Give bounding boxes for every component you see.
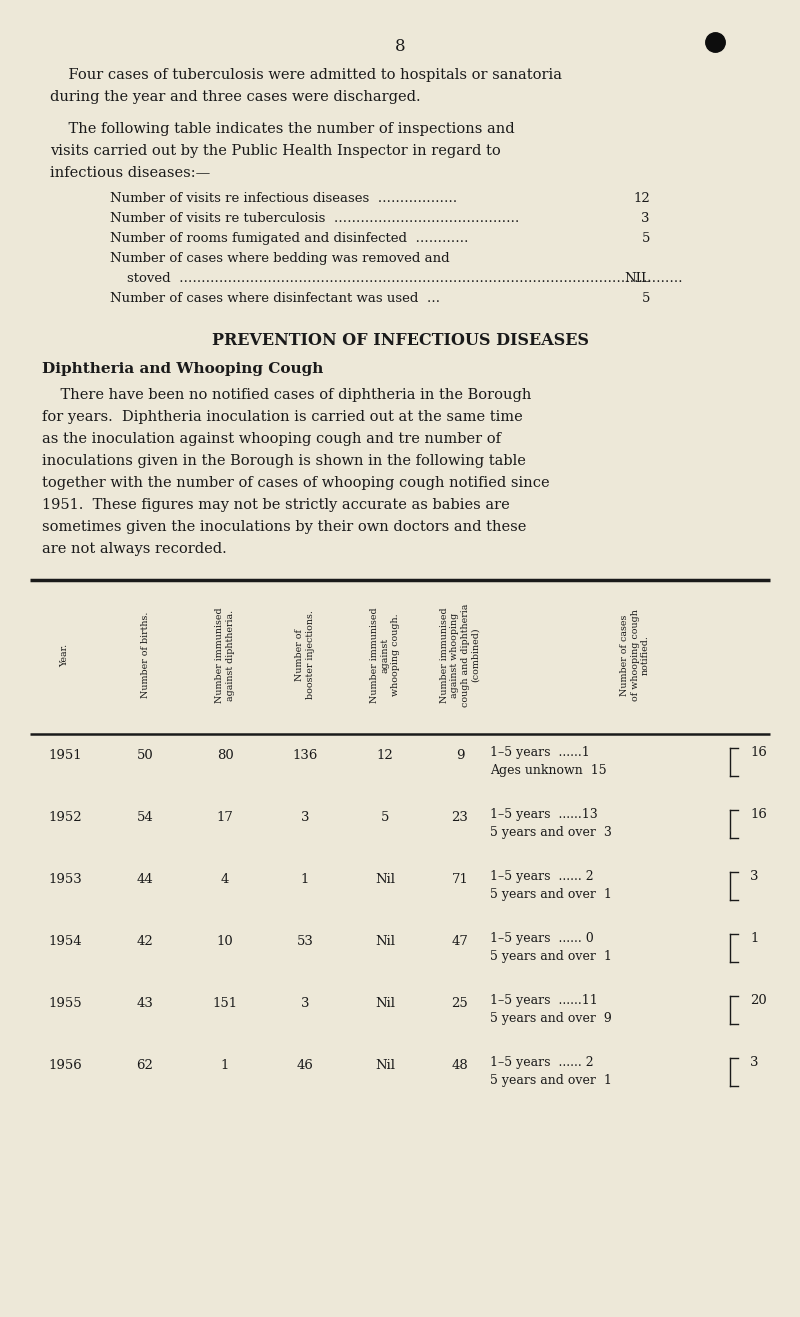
- Text: during the year and three cases were discharged.: during the year and three cases were dis…: [50, 90, 421, 104]
- Text: 5 years and over  1: 5 years and over 1: [490, 1073, 612, 1087]
- Text: 16: 16: [750, 807, 767, 820]
- Text: infectious diseases:—: infectious diseases:—: [50, 166, 210, 180]
- Text: 5 years and over  9: 5 years and over 9: [490, 1011, 612, 1025]
- Text: for years.  Diphtheria inoculation is carried out at the same time: for years. Diphtheria inoculation is car…: [42, 410, 522, 424]
- Text: 1956: 1956: [48, 1059, 82, 1072]
- Text: Year.: Year.: [61, 644, 70, 666]
- Text: as the inoculation against whooping cough and tre number of: as the inoculation against whooping coug…: [42, 432, 501, 446]
- Text: inoculations given in the Borough is shown in the following table: inoculations given in the Borough is sho…: [42, 454, 526, 468]
- Text: Four cases of tuberculosis were admitted to hospitals or sanatoria: Four cases of tuberculosis were admitted…: [50, 68, 562, 82]
- Text: 3: 3: [301, 811, 310, 824]
- Text: Nil: Nil: [375, 997, 395, 1010]
- Text: Number of visits re tuberculosis  ……………………………………: Number of visits re tuberculosis ……………………: [110, 212, 519, 225]
- Text: 62: 62: [137, 1059, 154, 1072]
- Text: Number immunised
against whooping
cough and diphtheria
(combined): Number immunised against whooping cough …: [440, 603, 480, 707]
- Text: 8: 8: [394, 38, 406, 55]
- Text: 42: 42: [137, 935, 154, 948]
- Text: 3: 3: [301, 997, 310, 1010]
- Text: 5 years and over  1: 5 years and over 1: [490, 950, 612, 963]
- Text: 1–5 years  ......13: 1–5 years ......13: [490, 809, 598, 820]
- Text: 10: 10: [217, 935, 234, 948]
- Text: NIL: NIL: [624, 273, 650, 284]
- Text: Number of cases where disinfectant was used  …: Number of cases where disinfectant was u…: [110, 292, 440, 306]
- Text: 5 years and over  3: 5 years and over 3: [490, 826, 612, 839]
- Text: 4: 4: [221, 873, 229, 886]
- Text: 5: 5: [381, 811, 389, 824]
- Text: 5 years and over  1: 5 years and over 1: [490, 888, 612, 901]
- Text: Number of rooms fumigated and disinfected  …………: Number of rooms fumigated and disinfecte…: [110, 232, 469, 245]
- Text: stoved  ……………………………………………………………………………………………………: stoved …………………………………………………………………………………………: [110, 273, 682, 284]
- Text: 16: 16: [750, 745, 767, 759]
- Text: Number of visits re infectious diseases  ………………: Number of visits re infectious diseases …: [110, 192, 458, 205]
- Text: 5: 5: [642, 232, 650, 245]
- Text: 1–5 years  ......11: 1–5 years ......11: [490, 994, 598, 1008]
- Text: 1–5 years  ......1: 1–5 years ......1: [490, 745, 590, 759]
- Text: 1955: 1955: [48, 997, 82, 1010]
- Text: Number of cases
of whooping cough
notified.: Number of cases of whooping cough notifi…: [620, 608, 650, 701]
- Text: Number immunised
against diphtheria.: Number immunised against diphtheria.: [215, 607, 234, 703]
- Text: 151: 151: [213, 997, 238, 1010]
- Text: 25: 25: [452, 997, 468, 1010]
- Text: Number immunised
against
whooping cough.: Number immunised against whooping cough.: [370, 607, 400, 703]
- Text: 1–5 years  ...... 2: 1–5 years ...... 2: [490, 1056, 594, 1069]
- Text: 71: 71: [451, 873, 469, 886]
- Text: 3: 3: [750, 869, 758, 882]
- Text: 46: 46: [297, 1059, 314, 1072]
- Text: Ages unknown  15: Ages unknown 15: [490, 764, 606, 777]
- Text: 12: 12: [634, 192, 650, 205]
- Text: Nil: Nil: [375, 935, 395, 948]
- Text: 1954: 1954: [48, 935, 82, 948]
- Text: 17: 17: [217, 811, 234, 824]
- Text: 1: 1: [221, 1059, 229, 1072]
- Text: 80: 80: [217, 749, 234, 763]
- Text: 9: 9: [456, 749, 464, 763]
- Text: 1951: 1951: [48, 749, 82, 763]
- Text: 12: 12: [377, 749, 394, 763]
- Text: 23: 23: [451, 811, 469, 824]
- Text: 54: 54: [137, 811, 154, 824]
- Text: The following table indicates the number of inspections and: The following table indicates the number…: [50, 122, 514, 136]
- Text: Number of
booster injections.: Number of booster injections.: [295, 611, 314, 699]
- Text: 1952: 1952: [48, 811, 82, 824]
- Text: 1–5 years  ...... 0: 1–5 years ...... 0: [490, 932, 594, 946]
- Text: together with the number of cases of whooping cough notified since: together with the number of cases of who…: [42, 475, 550, 490]
- Text: 5: 5: [642, 292, 650, 306]
- Text: 1953: 1953: [48, 873, 82, 886]
- Text: 44: 44: [137, 873, 154, 886]
- Text: 48: 48: [452, 1059, 468, 1072]
- Text: 43: 43: [137, 997, 154, 1010]
- Text: 1: 1: [301, 873, 309, 886]
- Text: Nil: Nil: [375, 1059, 395, 1072]
- Text: Number of births.: Number of births.: [141, 612, 150, 698]
- Text: 1–5 years  ...... 2: 1–5 years ...... 2: [490, 871, 594, 882]
- Text: 3: 3: [642, 212, 650, 225]
- Text: 1951.  These figures may not be strictly accurate as babies are: 1951. These figures may not be strictly …: [42, 498, 510, 512]
- Text: 53: 53: [297, 935, 314, 948]
- Text: Diphtheria and Whooping Cough: Diphtheria and Whooping Cough: [42, 362, 323, 375]
- Text: sometimes given the inoculations by their own doctors and these: sometimes given the inoculations by thei…: [42, 520, 526, 533]
- Text: Nil: Nil: [375, 873, 395, 886]
- Text: visits carried out by the Public Health Inspector in regard to: visits carried out by the Public Health …: [50, 144, 501, 158]
- Text: PREVENTION OF INFECTIOUS DISEASES: PREVENTION OF INFECTIOUS DISEASES: [211, 332, 589, 349]
- Text: 50: 50: [137, 749, 154, 763]
- Text: 20: 20: [750, 993, 766, 1006]
- Text: 136: 136: [292, 749, 318, 763]
- Text: 1: 1: [750, 931, 758, 944]
- Text: Number of cases where bedding was removed and: Number of cases where bedding was remove…: [110, 252, 450, 265]
- Text: 47: 47: [451, 935, 469, 948]
- Text: 3: 3: [750, 1055, 758, 1068]
- Text: are not always recorded.: are not always recorded.: [42, 543, 226, 556]
- Text: There have been no notified cases of diphtheria in the Borough: There have been no notified cases of dip…: [42, 389, 531, 402]
